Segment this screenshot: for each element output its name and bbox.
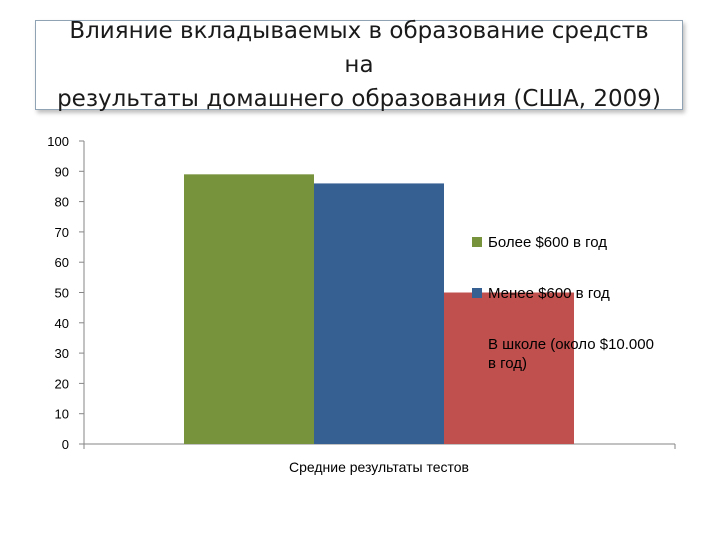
bar-2	[314, 183, 444, 445]
chart-legend: Более $600 в год Менее $600 в год В школе …	[472, 234, 654, 372]
chart-title-box: Влияние вкладываемых в образование средс…	[35, 18, 683, 112]
legend-item: Менее $600 в год	[472, 285, 610, 302]
y-tick-label: 100	[47, 134, 69, 149]
legend-label: Более $600 в год	[488, 234, 607, 251]
chart-title: Влияние вкладываемых в образование средс…	[36, 14, 682, 116]
chart-category-labels: Средние результаты тестов	[289, 459, 469, 475]
bar-1	[184, 174, 314, 444]
bar-3	[444, 292, 574, 444]
y-tick-label: 10	[55, 407, 69, 422]
x-category-label: Средние результаты тестов	[289, 459, 469, 475]
legend-label: в год)	[488, 355, 527, 372]
legend-item: Более $600 в год	[472, 234, 607, 251]
y-tick-label: 0	[62, 437, 69, 452]
y-tick-label: 80	[55, 195, 69, 210]
legend-label: В школе (около $10.000	[488, 336, 654, 353]
chart-bars	[184, 174, 574, 445]
legend-swatch	[472, 237, 482, 247]
y-tick-label: 90	[55, 164, 69, 179]
legend-label: Менее $600 в год	[488, 285, 610, 302]
y-tick-label: 40	[55, 316, 69, 331]
y-tick-label: 50	[55, 286, 69, 301]
y-tick-label: 70	[55, 225, 69, 240]
legend-item: В школе (около $10.000 в год)	[488, 336, 654, 372]
legend-swatch	[472, 288, 482, 298]
chart-title-line-1: Влияние вкладываемых в образование средс…	[69, 18, 649, 78]
y-tick-label: 30	[55, 346, 69, 361]
y-tick-label: 20	[55, 376, 69, 391]
chart-title-line-2: результаты домашнего образования (США, 2…	[57, 86, 661, 112]
y-tick-label: 60	[55, 255, 69, 270]
